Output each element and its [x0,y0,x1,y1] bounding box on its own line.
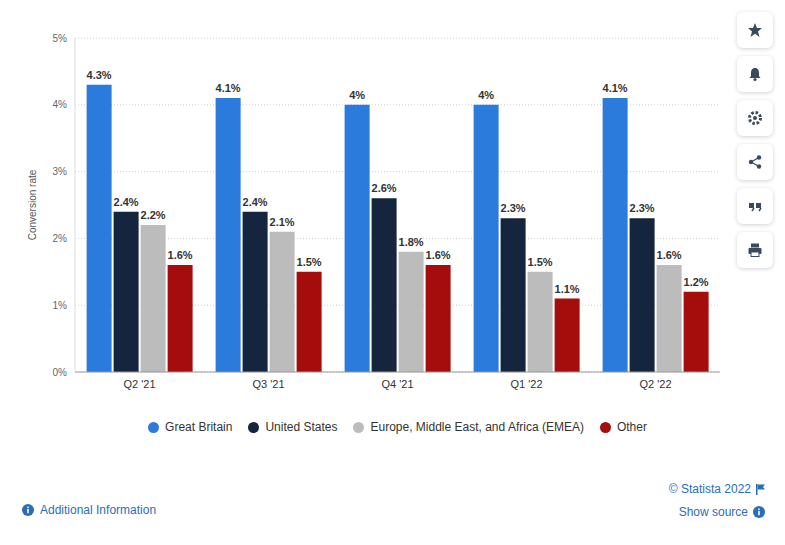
svg-text:Q2 '21: Q2 '21 [123,378,155,390]
html-text:Other: Other [616,420,647,434]
svg-text:4%: 4% [349,89,365,101]
svg-text:1.5%: 1.5% [297,256,322,268]
svg-text:1.6%: 1.6% [426,249,451,261]
svg-text:2.3%: 2.3% [630,202,655,214]
svg-text:2.2%: 2.2% [141,209,166,221]
html-text:Great Britain: Great Britain [165,420,233,434]
svg-text:5%: 5% [53,33,68,44]
svg-text:1.6%: 1.6% [168,249,193,261]
svg-text:0%: 0% [53,367,68,378]
svg-text:1.8%: 1.8% [399,236,424,248]
svg-text:2.4%: 2.4% [243,196,268,208]
html-text:Show source: Show source [678,505,748,519]
svg-text:Q4 '21: Q4 '21 [381,378,413,390]
svg-text:3%: 3% [53,166,68,177]
html-text:Additional Information: Additional Information [40,503,157,517]
html-text:Europe, Middle East, and Afric: Europe, Middle East, and Africa (EMEA) [370,420,584,434]
svg-text:1.6%: 1.6% [657,249,682,261]
svg-text:4.3%: 4.3% [87,69,112,81]
svg-text:1.1%: 1.1% [555,283,580,295]
svg-text:2.1%: 2.1% [270,216,295,228]
svg-text:Q2 '22: Q2 '22 [639,378,671,390]
svg-text:1.5%: 1.5% [528,256,553,268]
svg-text:Q1 '22: Q1 '22 [510,378,542,390]
svg-text:4.1%: 4.1% [216,82,241,94]
svg-text:4%: 4% [53,99,68,110]
svg-text:Q3 '21: Q3 '21 [252,378,284,390]
html-text:United States: United States [265,420,338,434]
svg-text:4%: 4% [478,89,494,101]
svg-text:2.3%: 2.3% [501,202,526,214]
html-text:© Statista 2022: © Statista 2022 [668,482,751,496]
svg-text:2.6%: 2.6% [372,182,397,194]
svg-text:2%: 2% [53,233,68,244]
svg-text:4.1%: 4.1% [603,82,628,94]
svg-text:1.2%: 1.2% [684,276,709,288]
svg-text:Conversion rate: Conversion rate [27,169,38,240]
svg-text:1%: 1% [53,300,68,311]
svg-text:2.4%: 2.4% [114,196,139,208]
